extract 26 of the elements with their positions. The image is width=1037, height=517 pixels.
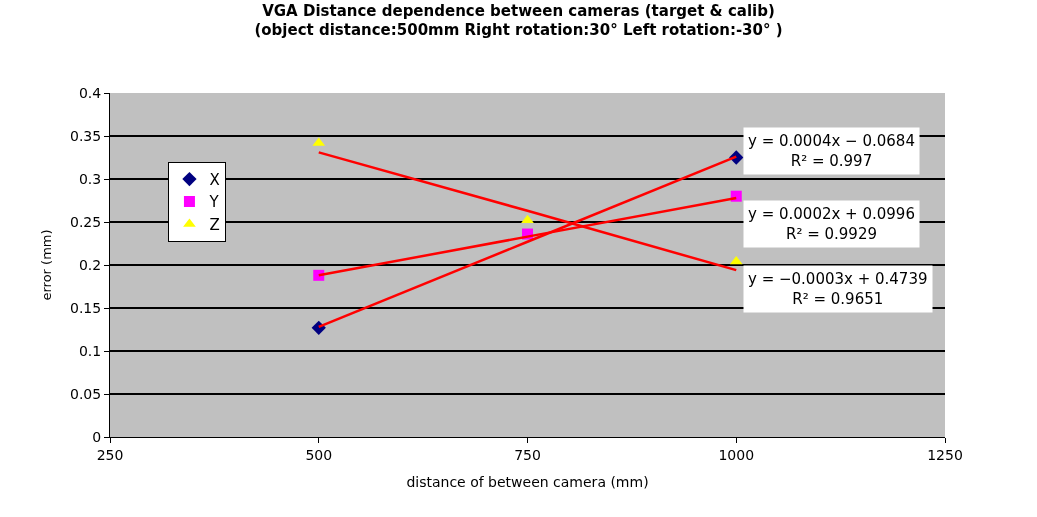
y-axis-title: error (mm) xyxy=(38,229,54,301)
chart-title: VGA Distance dependence between cameras (target & calib) xyxy=(262,1,775,20)
y-tick-label: 0.1 xyxy=(78,342,102,359)
x-axis-title: distance of between camera (mm) xyxy=(406,474,649,491)
annotation: y = −0.0003x + 0.4739 R² = 0.9651 xyxy=(748,270,928,308)
point xyxy=(313,269,325,281)
legend-label: Z xyxy=(209,215,220,234)
y-tick-label: 0.35 xyxy=(70,127,102,144)
y-tick-label: 0.05 xyxy=(70,385,102,402)
x-tick-label: 500 xyxy=(305,446,333,463)
y-tick-label: 0.3 xyxy=(78,170,102,187)
y-tick-label: 0.25 xyxy=(70,213,102,230)
y-tick-label: 0 xyxy=(92,428,102,445)
point xyxy=(521,214,534,224)
x-tick-label: 750 xyxy=(514,446,541,463)
x-tick-label: 1000 xyxy=(718,446,755,463)
legend-label: Y xyxy=(208,193,220,212)
legend-label: X xyxy=(209,170,220,189)
annotation: y = 0.0004x − 0.0684 R² = 0.997 xyxy=(748,132,915,170)
x-tick-label: 250 xyxy=(96,446,124,463)
chart-subtitle: (object distance:500mm Right rotation:30° Left rotation:-30° ) xyxy=(254,21,783,40)
y-tick-label: 0.2 xyxy=(78,256,102,273)
y-tick-label: 0.15 xyxy=(70,299,102,316)
y-tick-label: 0.4 xyxy=(78,84,102,101)
annotation: y = 0.0002x + 0.0996 R² = 0.9929 xyxy=(748,205,915,243)
x-tick-label: 1250 xyxy=(927,446,963,463)
